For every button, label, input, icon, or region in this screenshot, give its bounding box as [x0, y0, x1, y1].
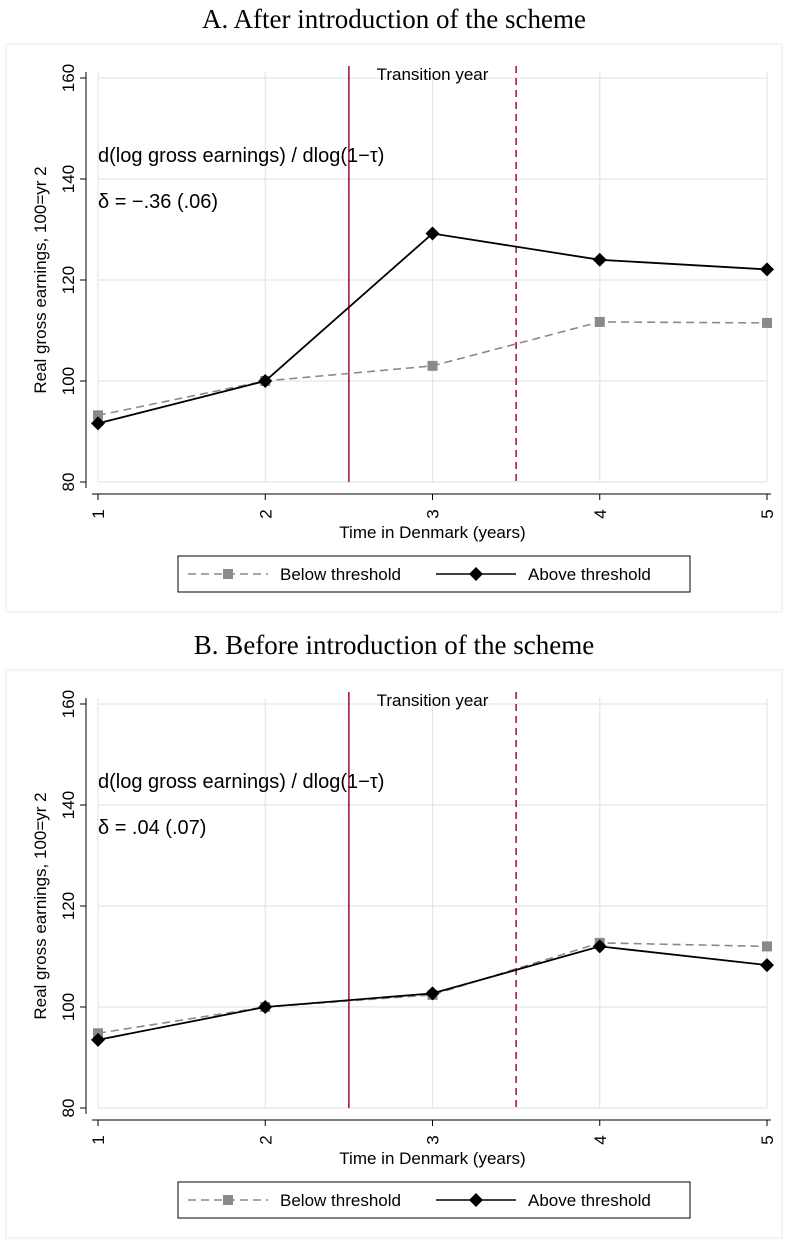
- panel-a-legend: [177, 555, 691, 593]
- panel-b-point-above: [760, 958, 774, 973]
- panel-a-y-axis-title: Real gross earnings, 100=yr 2: [31, 166, 50, 393]
- panel-a-frame: [5, 43, 783, 613]
- panel-a-point-below: [594, 316, 605, 327]
- panel-b-point-above: [592, 939, 607, 954]
- panel-a-point-below: [762, 317, 772, 328]
- panel-a-point-above: [91, 416, 105, 431]
- panel-b-ytick-label: 140: [59, 791, 78, 819]
- panel-b-frame: [5, 669, 783, 1239]
- panel-b-xtick-label: 1: [89, 1135, 108, 1144]
- panel-b-transition-label: Transition year: [377, 691, 489, 710]
- panel-a-point-above: [425, 226, 440, 241]
- panel-b-ytick-label: 80: [59, 1099, 78, 1118]
- panel-a-ytick-label: 140: [59, 165, 78, 193]
- panel-a-point-above: [592, 252, 607, 267]
- panel-b-legend-marker-below: [223, 1195, 233, 1205]
- panel-a-ytick-label: 80: [59, 473, 78, 492]
- panel-b-title: B. Before introduction of the scheme: [193, 630, 595, 660]
- panel-b-ytick-label: 160: [59, 690, 78, 718]
- panel-a-x-axis-title: Time in Denmark (years): [339, 523, 525, 542]
- panel-b-ytick-label: 120: [59, 892, 78, 920]
- panel-b-y-axis-title: Real gross earnings, 100=yr 2: [31, 792, 50, 1019]
- panel-a-xtick-label: 5: [758, 509, 777, 518]
- panel-a-xtick-label: 4: [591, 509, 610, 518]
- panel-a-xtick-label: 1: [89, 509, 108, 518]
- panel-a-annotation-formula: d(log gross earnings) / dlog(1−τ): [98, 145, 384, 167]
- panel-b-legend-label-below: Below threshold: [280, 1191, 401, 1210]
- panel-a-point-below: [93, 410, 103, 421]
- panel-b-x-axis-title: Time in Denmark (years): [339, 1149, 525, 1168]
- panel-a-point-above: [258, 374, 273, 388]
- panel-a-ytick-label: 100: [59, 367, 78, 395]
- panel-b-xtick-label: 3: [424, 1135, 443, 1144]
- panel-a-legend-label-below: Below threshold: [280, 565, 401, 584]
- panel-b-point-above: [258, 1000, 273, 1014]
- panel-b-xtick-label: 2: [256, 1135, 275, 1144]
- panel-b-point-above: [91, 1032, 105, 1047]
- panel-a-point-below: [427, 360, 438, 371]
- panel-b-point-above: [425, 986, 440, 1001]
- panel-b-legend-marker-above: [469, 1193, 483, 1207]
- panel-a-point-above: [760, 262, 774, 277]
- panel-b-xtick-label: 4: [591, 1135, 610, 1144]
- panel-a-title: A. After introduction of the scheme: [202, 4, 586, 34]
- panel-a-chart: 80 100 120 140 160 1 2 3 4 5 Time in Denmark (year…: [5, 43, 783, 613]
- panel-a-xtick-label: 2: [256, 509, 275, 518]
- panel-a-annotation-delta: δ = −.36 (.06): [98, 191, 218, 213]
- panel-b-xtick-label: 5: [758, 1135, 777, 1144]
- panel-b-annotation-delta: δ = .04 (.07): [98, 817, 206, 839]
- panel-b-chart: 80 100 120 140 160 1 2 3 4 5 Time in Denmark (year…: [5, 669, 783, 1239]
- panel-b-point-below: [762, 941, 772, 952]
- panel-a-ytick-label: 160: [59, 64, 78, 92]
- panel-a-legend-marker-above: [469, 567, 483, 581]
- panel-a-ytick-label: 120: [59, 266, 78, 294]
- panel-b-ytick-label: 100: [59, 993, 78, 1021]
- panel-b-legend-label-above: Above threshold: [528, 1191, 651, 1210]
- panel-a-legend-marker-below: [223, 569, 233, 579]
- panel-b-legend: [177, 1181, 691, 1219]
- panel-b-annotation-formula: d(log gross earnings) / dlog(1−τ): [98, 771, 384, 793]
- panel-a-xtick-label: 3: [424, 509, 443, 518]
- panel-a-transition-label: Transition year: [377, 65, 489, 84]
- panel-a-legend-label-above: Above threshold: [528, 565, 651, 584]
